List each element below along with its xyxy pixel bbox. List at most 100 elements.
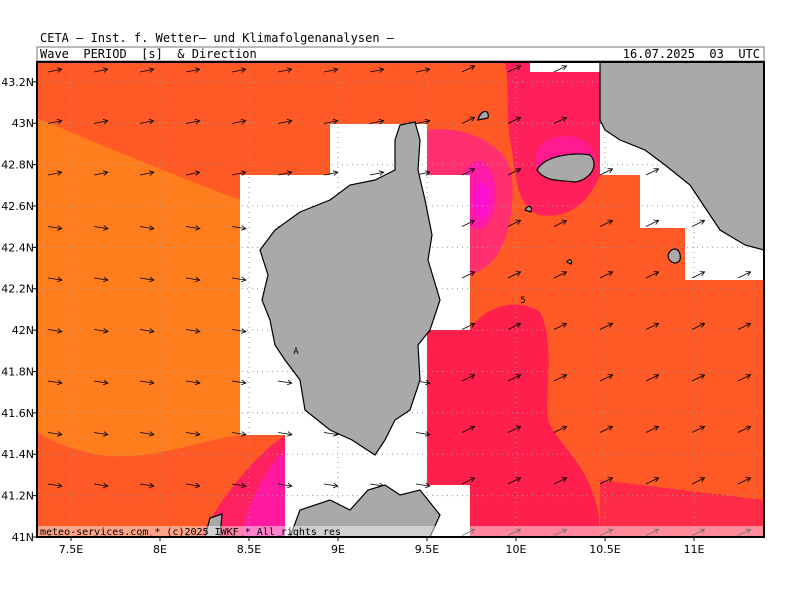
- x-tick-label: 9.5E: [415, 543, 439, 556]
- direction-arrow: [507, 322, 522, 330]
- island: [477, 110, 489, 121]
- direction-arrow: [47, 67, 63, 73]
- direction-arrow: [185, 379, 201, 386]
- direction-arrow: [553, 425, 568, 433]
- direction-arrow: [691, 219, 706, 227]
- direction-arrow: [691, 425, 706, 433]
- elba: [536, 153, 595, 183]
- direction-arrow: [691, 271, 706, 279]
- direction-arrow: [139, 379, 155, 386]
- direction-arrow: [599, 322, 614, 330]
- direction-arrow: [185, 328, 201, 334]
- direction-arrow: [507, 219, 522, 227]
- direction-arrow: [461, 219, 476, 227]
- direction-arrow: [47, 118, 63, 125]
- direction-arrow: [507, 65, 522, 73]
- direction-arrow: [93, 170, 109, 176]
- direction-arrow: [369, 67, 385, 73]
- direction-arrow: [185, 225, 201, 231]
- direction-arrow: [507, 528, 522, 536]
- direction-arrow: [231, 379, 247, 386]
- direction-arrow: [93, 67, 109, 73]
- y-tick-label: 41.6N: [1, 407, 34, 420]
- direction-arrow: [645, 425, 660, 433]
- direction-arrow: [369, 118, 385, 125]
- direction-arrow: [47, 431, 63, 437]
- island: [566, 259, 573, 265]
- direction-arrow: [415, 118, 431, 125]
- y-tick-label: 41.8N: [1, 365, 34, 378]
- x-tick-label: 8E: [153, 543, 167, 556]
- direction-arrow: [139, 170, 155, 176]
- x-tick-label: 10.5E: [589, 543, 620, 556]
- direction-arrow: [553, 528, 568, 536]
- footer-strip: [37, 526, 764, 537]
- direction-arrow: [47, 328, 63, 334]
- direction-arrow: [507, 477, 522, 485]
- direction-arrow: [93, 276, 109, 283]
- direction-arrow: [415, 431, 431, 437]
- direction-arrow: [185, 67, 201, 73]
- direction-arrow: [507, 374, 522, 382]
- direction-arrow: [93, 379, 109, 386]
- direction-arrow: [599, 374, 614, 382]
- direction-arrow: [415, 67, 431, 73]
- direction-arrow: [93, 328, 109, 334]
- direction-arrow: [461, 374, 476, 382]
- x-tick-label: 9E: [331, 543, 345, 556]
- direction-arrow: [599, 477, 614, 485]
- period-zone-pink: [427, 129, 513, 275]
- map-frame: [36, 61, 765, 538]
- direction-arrow: [599, 528, 614, 536]
- direction-arrow: [645, 168, 660, 176]
- direction-arrow: [737, 271, 752, 279]
- direction-arrow: [93, 482, 109, 489]
- direction-arrow: [139, 482, 155, 489]
- direction-arrow: [231, 67, 247, 73]
- contour-label: 5: [520, 296, 525, 306]
- direction-arrow: [645, 528, 660, 536]
- direction-arrow: [93, 431, 109, 437]
- valid-time: 16.07.2025 03 UTC: [623, 47, 760, 61]
- direction-arrow: [231, 276, 247, 283]
- y-tick-label: 41.2N: [1, 490, 34, 503]
- map-marker: A: [293, 347, 299, 357]
- direction-arrow: [507, 271, 522, 279]
- y-tick-label: 42.8N: [1, 159, 34, 172]
- direction-arrow: [277, 67, 293, 73]
- direction-arrow: [599, 425, 614, 433]
- direction-arrow: [231, 328, 247, 334]
- direction-arrow: [645, 271, 660, 279]
- direction-arrow: [599, 168, 614, 176]
- direction-arrow: [553, 65, 568, 73]
- direction-arrow: [553, 116, 568, 124]
- direction-arrow: [47, 379, 63, 386]
- period-zone-red: [427, 304, 600, 537]
- direction-arrow: [185, 482, 201, 489]
- direction-arrow: [461, 168, 476, 176]
- direction-arrow: [415, 482, 431, 489]
- direction-arrow: [461, 65, 476, 73]
- direction-arrow: [553, 271, 568, 279]
- direction-arrow: [139, 225, 155, 231]
- direction-arrow: [277, 170, 293, 176]
- direction-arrow: [139, 118, 155, 125]
- direction-arrow: [691, 322, 706, 330]
- direction-arrow: [507, 116, 522, 124]
- period-zone-magenta: [474, 182, 490, 218]
- direction-arrow: [185, 276, 201, 283]
- source-title: CETA – Inst. f. Wetter– und Klimafolgena…: [40, 31, 395, 45]
- direction-arrow: [691, 477, 706, 485]
- direction-arrow: [461, 271, 476, 279]
- direction-arrow: [737, 425, 752, 433]
- period-zone-red: [600, 480, 764, 537]
- direction-arrow: [645, 322, 660, 330]
- island: [524, 205, 533, 213]
- island: [204, 513, 223, 537]
- direction-arrow: [139, 67, 155, 73]
- direction-arrow: [553, 374, 568, 382]
- direction-arrow: [507, 168, 522, 176]
- direction-arrow: [507, 425, 522, 433]
- direction-arrow: [185, 170, 201, 176]
- x-tick-label: 7.5E: [59, 543, 83, 556]
